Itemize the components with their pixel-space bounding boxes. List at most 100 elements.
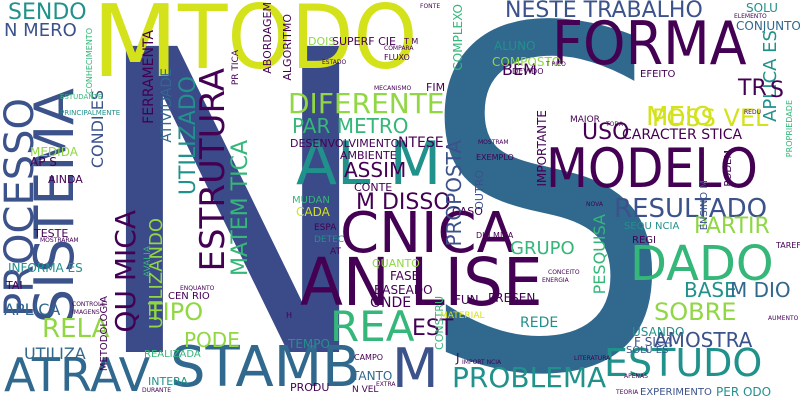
word-teste: TESTE <box>34 227 69 240</box>
word-estudo: ESTUDO <box>604 341 763 385</box>
word-mecanismo: MECANISMO <box>374 85 412 92</box>
word-intera: INTERA <box>148 375 188 388</box>
word-devido: DEVIDO <box>512 67 544 76</box>
word-maior: MAIOR <box>570 115 600 125</box>
word-n-mero: N MERO <box>4 20 77 41</box>
word-outro: OUTRO <box>473 170 486 210</box>
word-pode: PODE <box>184 328 240 352</box>
word-experimento: EXPERIMENTO <box>640 387 712 398</box>
word-condi-es: CONDI ES <box>88 90 107 169</box>
word-espa: ESPA <box>314 223 337 233</box>
word-resultado: RESULTADO <box>614 194 768 224</box>
word-dois: DOIS <box>308 35 336 48</box>
word-exemplo: EXEMPLO <box>476 153 514 162</box>
word-fase: FASE <box>390 269 420 283</box>
word-baseado: BASEADO <box>374 283 433 297</box>
word-complexo: COMPLEXO <box>451 4 465 71</box>
word-importante: IMPORTANTE <box>535 110 549 187</box>
word-import-ncia: IMPORT NCIA <box>462 359 502 366</box>
word-aplica-es: APLICA ES <box>760 30 781 122</box>
word-ntese: NTESE <box>398 135 444 151</box>
word-cada: CADA <box>296 205 330 219</box>
word-literatura: LITERATURA <box>574 355 611 362</box>
word-al-m: AL M <box>296 129 442 199</box>
word-pr-tica: PR TICA <box>231 50 241 86</box>
word-poss-vel: POSS VEL <box>652 104 769 132</box>
word-composto: COMPOSTO <box>492 55 562 69</box>
word-mostram: MOSTRAM <box>478 139 509 146</box>
word-apenas: APENAS <box>624 373 648 380</box>
word-toda: TODA <box>606 121 624 128</box>
word-partir: PARTIR <box>694 214 770 239</box>
word-caracter-stica: CARACTER STICA <box>622 127 743 143</box>
word-m-dio: M DIO <box>730 278 791 302</box>
word-ferramenta: FERRAMENTA <box>141 30 157 124</box>
word-material: MATERIAL <box>440 311 485 321</box>
word-compara: COMPARA <box>384 45 414 52</box>
word-mostraram: MOSTRARAM <box>40 237 79 244</box>
word-conte: CONTE <box>354 181 393 194</box>
word-estrutura: ESTRUTURA <box>193 68 233 272</box>
word-desenvolvimento: DESENVOLVIMENTO <box>290 137 400 150</box>
word-presen: PRESEN <box>488 291 536 305</box>
word-m-bottom: M <box>392 337 439 400</box>
word-ap-s: AP S <box>30 155 57 169</box>
word-an-lise: AN LISE <box>300 244 543 321</box>
word-m-disso: M DISSO <box>356 190 451 215</box>
word-fonte: FONTE <box>420 3 441 10</box>
word-est: EST <box>412 316 454 341</box>
word-assim: ASSIM <box>344 158 407 182</box>
word-propriedade: PROPRIEDADE <box>785 100 794 158</box>
word-n: N <box>88 0 377 400</box>
word-neste-trabalho: NESTE TRABALHO <box>505 0 703 23</box>
word-quanto: QUANTO <box>372 257 420 270</box>
word-informa-es: INFORMA ES <box>8 261 83 275</box>
word-meio: MEIO <box>646 102 713 132</box>
word-todo: TODO <box>178 0 418 89</box>
word-fluxo: FLUXO <box>384 53 410 62</box>
word-s-small: S <box>770 78 784 103</box>
word-utiliza: UTILIZA <box>24 344 86 363</box>
word-grupo: GRUPO <box>510 238 575 259</box>
word-aluno: ALUNO <box>494 39 536 53</box>
word-din-mica: DIN MICA <box>476 231 514 240</box>
word-ainda: AINDA <box>48 173 83 186</box>
word-podem: PODEM <box>723 150 734 187</box>
word-ambiente: AMBIENTE <box>340 149 397 162</box>
word-h: H <box>286 311 293 320</box>
word-abordagem: ABORDAGEM <box>261 2 274 74</box>
word-aumento: AUMENTO <box>768 315 799 322</box>
word-estudante: ESTUDANTE <box>60 93 103 101</box>
word-j: J <box>456 351 460 365</box>
word-amostra: AMOSTRA <box>654 328 753 352</box>
word-ensino-m: ENSINO M <box>699 180 710 231</box>
word-par-metro: PAR METRO <box>292 114 409 138</box>
word-controle: CONTROLE <box>72 301 106 308</box>
word-tempo: TEMPO <box>288 337 330 351</box>
word-algoritmo: ALGORITMO <box>281 14 294 81</box>
word-rea: REA <box>330 302 415 351</box>
word-energia: ENERGIA <box>542 277 569 284</box>
word-onde: ONDE <box>370 295 412 311</box>
word-at: AT <box>330 247 341 257</box>
word-imagens: IMAGENS <box>72 309 100 316</box>
word-fim: FIM <box>426 81 446 94</box>
word-enquanto: ENQUANTO <box>180 285 215 292</box>
word-cnica: CNICA <box>340 201 515 266</box>
word-elemento: ELEMENTO <box>734 13 767 20</box>
word-realizada: REALIZADA <box>144 349 201 360</box>
word-pesquisa: PESQUISA <box>590 214 609 295</box>
word-fun: FUN <box>454 293 479 307</box>
word-cen-rio: CEN RIO <box>168 291 210 302</box>
word-sobre: SOBRE <box>654 298 737 326</box>
word-mudan: MUDAN <box>292 195 330 206</box>
word-sendo: SENDO <box>8 0 87 25</box>
word-tr: TR <box>738 76 767 101</box>
word-seq-ncia: SEQU NCIA <box>624 221 680 232</box>
word-atividade: ATIVIDADE <box>159 68 175 143</box>
word-conceito: CONCEITO <box>548 269 580 276</box>
word-tipo: TIPO <box>148 298 204 326</box>
word-durante: DURANTE <box>142 387 171 394</box>
word-teoria: TEORIA <box>616 389 639 396</box>
